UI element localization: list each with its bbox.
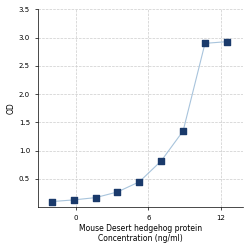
Point — [137, 180, 141, 184]
Point — [225, 40, 229, 44]
Point — [203, 41, 207, 45]
Point — [72, 198, 76, 202]
Point — [94, 196, 98, 200]
Point — [116, 190, 119, 194]
Point — [50, 200, 54, 203]
Point — [181, 129, 185, 133]
Point — [159, 159, 163, 163]
X-axis label: Mouse Desert hedgehog protein
Concentration (ng/ml): Mouse Desert hedgehog protein Concentrat… — [79, 224, 202, 243]
Y-axis label: OD: OD — [7, 102, 16, 114]
